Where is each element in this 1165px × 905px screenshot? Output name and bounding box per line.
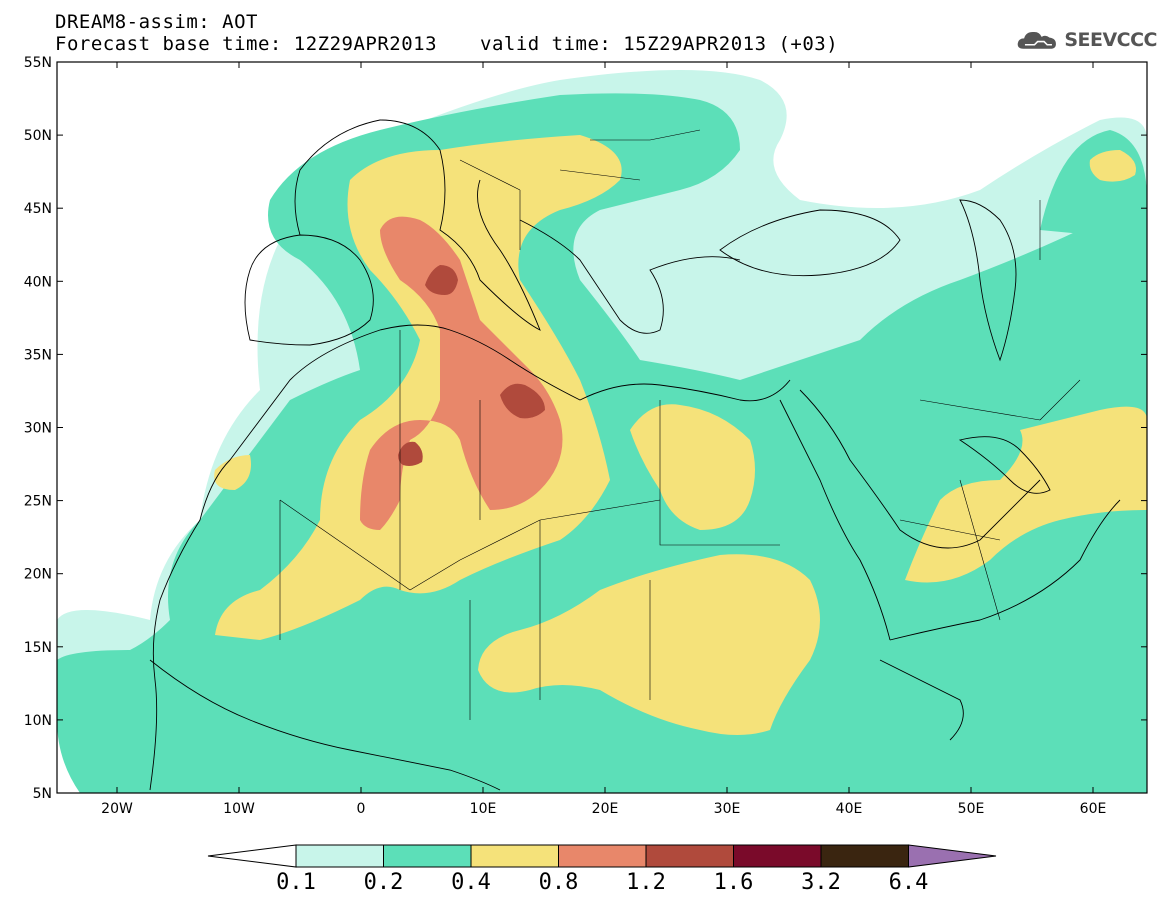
latitude-axis: 55N 50N 45N 40N 35N 30N 25N 20N 15N 10N 5N xyxy=(24,55,1147,802)
lon-label: 10E xyxy=(470,801,497,817)
aot-band-1.2 xyxy=(398,265,545,466)
lat-label: 15N xyxy=(24,640,52,656)
cloud-icon xyxy=(1017,31,1056,49)
lat-label: 45N xyxy=(24,201,52,217)
colorbar-label: 1.2 xyxy=(626,870,666,895)
lat-label: 25N xyxy=(24,494,52,510)
logo-text: SEEVCCC xyxy=(1064,29,1157,51)
seevccc-logo: SEEVCCC xyxy=(1017,24,1157,56)
colorbar-segment xyxy=(295,844,384,868)
aot-colorbar xyxy=(207,844,997,868)
colorbar-label: 0.1 xyxy=(276,870,316,895)
lat-label: 55N xyxy=(24,55,52,71)
map-title: DREAM8-assim: AOT xyxy=(55,11,258,33)
coastlines xyxy=(149,119,1121,791)
lon-label: 50E xyxy=(958,801,985,817)
longitude-axis: 20W 10W 0 10E 20E 30E 40E 50E 60E xyxy=(101,62,1106,817)
lat-label: 20N xyxy=(24,567,52,583)
aot-band-0.8 xyxy=(360,216,563,530)
colorbar-max-arrow xyxy=(908,844,997,868)
colorbar-label: 0.2 xyxy=(363,870,404,895)
lon-label: 10W xyxy=(223,801,255,817)
colorbar-label: 6.4 xyxy=(888,870,929,895)
colorbar-label: 1.6 xyxy=(713,870,754,895)
lat-label: 30N xyxy=(24,421,52,437)
lon-label: 20E xyxy=(592,801,619,817)
lon-label: 30E xyxy=(714,801,741,817)
forecast-base-time: Forecast base time: 12Z29APR2013 xyxy=(55,33,438,55)
colorbar-label: 0.4 xyxy=(451,870,491,895)
lat-label: 40N xyxy=(24,274,52,290)
lon-label: 60E xyxy=(1080,801,1107,817)
lat-label: 35N xyxy=(24,347,52,363)
colorbar-segment xyxy=(558,844,647,868)
colorbar-segment xyxy=(733,844,822,868)
lon-label: 0 xyxy=(357,801,366,817)
colorbar-min-arrow xyxy=(207,844,297,868)
country-borders xyxy=(279,129,1081,720)
lat-label: 10N xyxy=(24,713,52,729)
colorbar-segment xyxy=(645,844,734,868)
colorbar-segment xyxy=(470,844,559,868)
lon-label: 40E xyxy=(836,801,863,817)
aot-contour-field xyxy=(57,62,1147,793)
valid-time: valid time: 15Z29APR2013 (+03) xyxy=(480,33,839,55)
colorbar-segment xyxy=(383,844,472,868)
lat-label: 50N xyxy=(24,128,52,144)
colorbar-label: 3.2 xyxy=(801,870,841,895)
lat-label: 5N xyxy=(33,786,52,802)
colorbar-label: 0.8 xyxy=(538,870,579,895)
lon-label: 20W xyxy=(101,801,133,817)
colorbar-segment xyxy=(820,844,909,868)
